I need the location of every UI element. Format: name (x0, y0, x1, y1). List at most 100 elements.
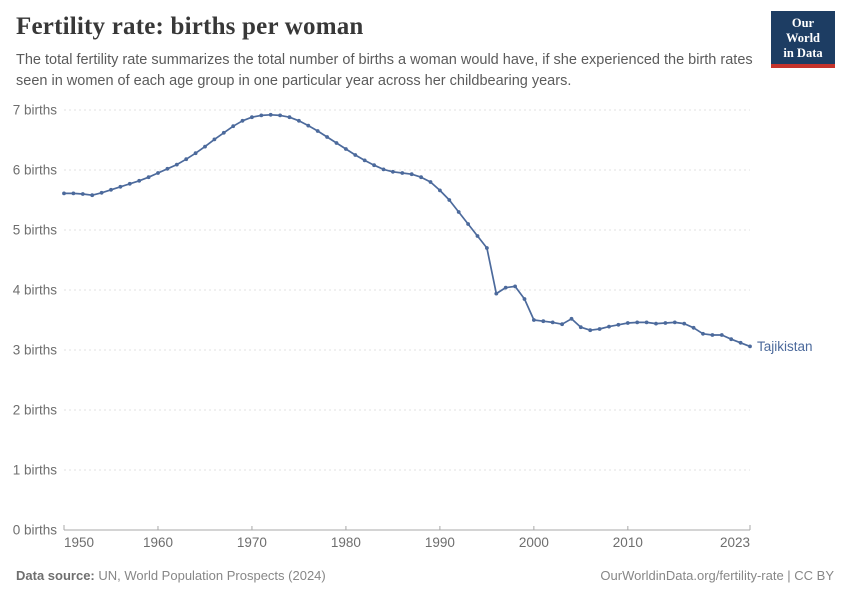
data-source-label: Data source: (16, 568, 95, 583)
data-point[interactable] (203, 144, 207, 149)
data-point[interactable] (748, 344, 752, 349)
y-tick-label: 5 births (13, 223, 58, 238)
data-point[interactable] (541, 319, 546, 324)
data-point[interactable] (419, 175, 423, 180)
data-point[interactable] (682, 321, 687, 326)
y-tick-label: 0 births (13, 523, 58, 538)
data-point[interactable] (710, 333, 715, 337)
data-point[interactable] (240, 118, 245, 123)
data-point[interactable] (118, 184, 123, 189)
data-point[interactable] (297, 118, 301, 123)
data-point[interactable] (456, 210, 461, 214)
data-point[interactable] (193, 151, 198, 156)
data-point[interactable] (391, 169, 395, 174)
data-point[interactable] (127, 181, 132, 186)
x-tick-label: 2023 (720, 535, 750, 550)
data-point[interactable] (588, 328, 593, 333)
data-point[interactable] (221, 130, 226, 135)
trend-line[interactable] (63, 113, 751, 348)
data-point[interactable] (485, 246, 489, 250)
series-end-label[interactable]: Tajikistan (757, 339, 813, 354)
data-point[interactable] (438, 188, 442, 193)
data-point[interactable] (381, 167, 386, 172)
data-point[interactable] (212, 137, 217, 142)
data-point[interactable] (560, 322, 564, 327)
data-point[interactable] (729, 337, 734, 342)
data-point[interactable] (663, 321, 668, 325)
data-point[interactable] (278, 113, 282, 118)
data-point[interactable] (532, 318, 536, 322)
y-tick-label: 6 births (13, 163, 58, 178)
data-point[interactable] (447, 198, 452, 202)
y-tick-label: 3 births (13, 343, 58, 358)
x-tick-label: 2000 (519, 535, 549, 550)
data-point[interactable] (672, 320, 677, 325)
data-point[interactable] (231, 124, 236, 129)
data-point[interactable] (334, 141, 339, 145)
owid-logo-line1: Our World (785, 16, 821, 45)
data-point[interactable] (325, 135, 329, 139)
data-point[interactable] (109, 187, 113, 192)
data-point[interactable] (165, 166, 170, 171)
owid-logo: Our World in Data (771, 11, 835, 69)
owid-logo-line2: in Data (783, 45, 823, 60)
data-point[interactable] (466, 222, 470, 226)
data-point[interactable] (362, 158, 367, 163)
x-tick-label: 1960 (143, 535, 173, 550)
y-tick-label: 7 births (13, 103, 58, 118)
data-point[interactable] (259, 113, 264, 118)
data-point[interactable] (569, 316, 574, 321)
data-point[interactable] (400, 171, 405, 175)
data-source-note: Data source: UN, World Population Prospe… (16, 568, 326, 583)
x-tick-label: 1980 (331, 535, 361, 550)
data-point[interactable] (268, 112, 273, 117)
data-point[interactable] (184, 157, 189, 162)
data-point[interactable] (654, 321, 658, 326)
x-tick-label: 1950 (64, 535, 94, 550)
data-point[interactable] (409, 172, 414, 177)
data-point[interactable] (719, 333, 724, 337)
data-point[interactable] (137, 178, 142, 183)
x-tick-label: 1970 (237, 535, 267, 550)
data-point[interactable] (475, 234, 480, 238)
data-point[interactable] (344, 147, 348, 151)
data-point[interactable] (250, 115, 254, 120)
data-point[interactable] (701, 331, 705, 336)
data-point[interactable] (494, 291, 499, 296)
data-point[interactable] (174, 162, 179, 167)
data-point[interactable] (306, 123, 311, 128)
data-point[interactable] (625, 321, 630, 325)
data-point[interactable] (71, 191, 76, 196)
data-point[interactable] (62, 191, 66, 196)
data-point[interactable] (353, 153, 358, 157)
data-point[interactable] (315, 129, 320, 133)
data-point[interactable] (522, 297, 527, 301)
y-tick-label: 4 births (13, 283, 58, 298)
data-point[interactable] (90, 193, 95, 198)
chart-subtitle: The total fertility rate summarizes the … (16, 52, 753, 89)
data-point[interactable] (738, 340, 743, 345)
data-point[interactable] (372, 163, 376, 168)
data-point[interactable] (616, 322, 621, 327)
x-tick-label: 1990 (425, 535, 455, 550)
owid-logo-red-bar (771, 64, 835, 69)
data-point[interactable] (503, 285, 508, 290)
data-point[interactable] (156, 171, 160, 175)
data-point[interactable] (428, 180, 433, 184)
page-title: Fertility rate: births per woman (16, 13, 364, 40)
y-tick-label: 2 births (13, 403, 58, 418)
data-point[interactable] (607, 324, 611, 329)
data-point[interactable] (644, 320, 649, 325)
data-point[interactable] (578, 325, 583, 330)
data-point[interactable] (146, 175, 151, 180)
data-point[interactable] (550, 320, 555, 325)
data-point[interactable] (513, 284, 517, 289)
data-point[interactable] (287, 115, 292, 120)
data-point[interactable] (99, 190, 104, 195)
data-point[interactable] (691, 325, 696, 330)
data-point[interactable] (80, 192, 85, 196)
chart-footer: Data source: UN, World Population Prospe… (16, 568, 834, 583)
data-point[interactable] (635, 320, 640, 325)
data-point[interactable] (597, 327, 602, 331)
